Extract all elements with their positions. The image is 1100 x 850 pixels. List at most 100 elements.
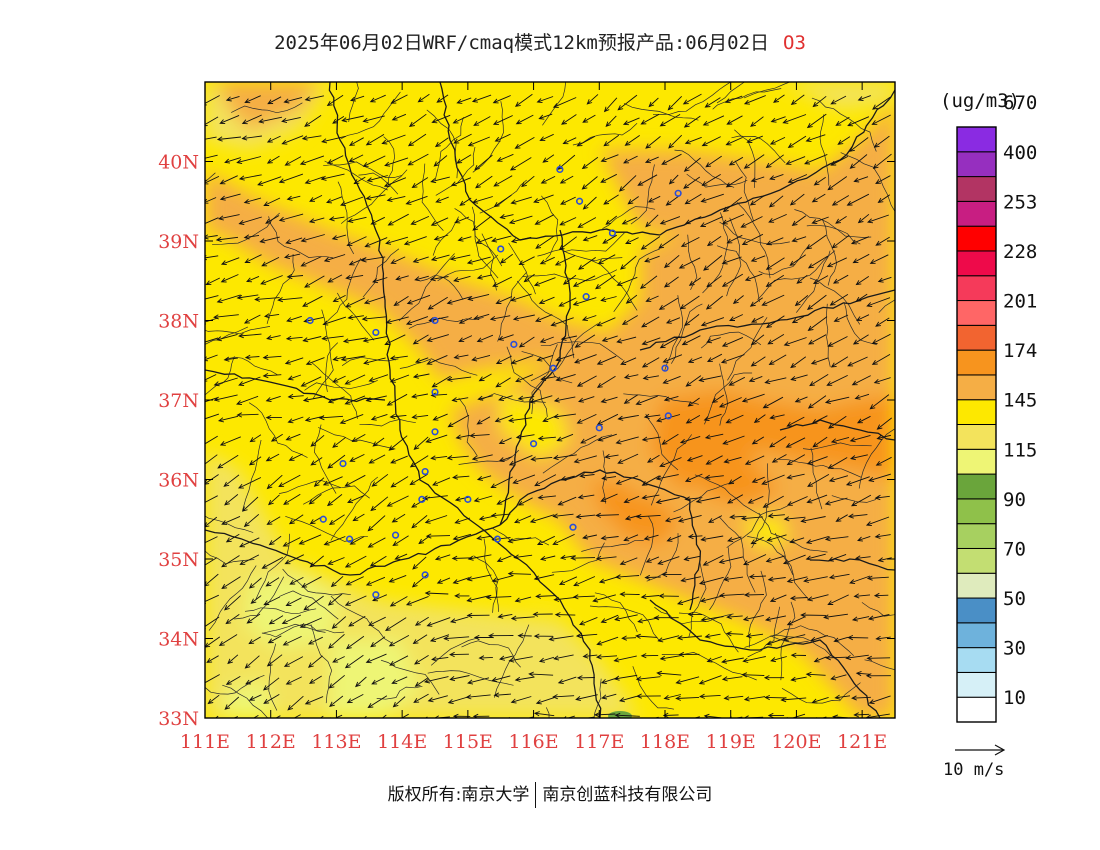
wind-vectors [205,93,892,718]
station-marker [497,245,505,253]
station-marker [582,293,590,301]
colorbar-swatch [956,349,997,376]
colorbar-label: 50 [1003,588,1026,610]
latitude-tick-label: 34N [158,629,199,651]
station-marker [418,495,426,503]
colorbar-label: 201 [1003,291,1037,313]
station-marker [575,197,584,205]
colorbar-label: 70 [1003,539,1026,561]
colorbar-swatch [956,572,997,599]
longitude-tick-label: 112E [246,731,296,753]
footer: 版权所有:南京大学 南京创蓝科技有限公司 [0,780,1100,808]
colorbar-swatch [956,126,997,153]
station-marker [306,316,314,325]
station-marker [556,165,564,174]
longitude-tick-label: 111E [180,731,230,753]
colorbar-swatch [956,399,997,425]
station-marker [510,340,518,348]
station-marker [431,388,439,396]
station-marker [664,412,672,420]
copyright-text: 版权所有:南京大学 [387,785,530,805]
title-text: 2025年06月02日WRF/cmaq模式12km预报产品:06月02日 [274,32,770,54]
longitude-tick-label: 114E [377,731,427,753]
station-marker [661,364,669,372]
longitude-tick-label: 119E [706,731,756,753]
longitude-tick-label: 121E [837,731,887,753]
colorbar-swatch [956,374,997,401]
longitude-tick-label: 115E [443,731,493,753]
colorbar-swatch [956,647,997,673]
station-marker [431,428,439,436]
longitude-tick-label: 113E [311,731,361,753]
colorbar-labels: 10 30 50 70 90 115 145 174 201 228 253 400 670 [1003,92,1037,709]
latitude-tick-label: 40N [158,152,199,174]
colorbar-swatch [956,324,997,351]
colorbar-swatch [956,547,997,574]
longitude-tick-label: 116E [509,731,559,753]
latitude-tick-label: 36N [158,470,199,492]
colorbar [956,126,997,723]
colorbar-label: 228 [1003,241,1037,263]
colorbar-swatch [956,696,997,723]
colorbar-swatch [956,176,997,202]
colorbar-label: 145 [1003,390,1037,412]
colorbar-label: 400 [1003,142,1037,164]
station-marker [431,316,439,325]
species-label: O3 [783,32,806,54]
latitude-tick-label: 37N [158,390,199,412]
colorbar-swatch [956,523,997,549]
colorbar-swatch [956,597,997,624]
colorbar-swatch [956,275,997,302]
colorbar-swatch [956,498,997,525]
station-marker [339,460,347,468]
station-marker [595,424,603,432]
colorbar-label: 174 [1003,340,1037,362]
station-marker [493,535,502,543]
station-marker [569,523,577,531]
longitude-labels: 111E 112E 113E 114E 115E 116E 117E 118E 119E 120E… [180,731,887,753]
colorbar-label: 30 [1003,638,1026,660]
colorbar-swatch [956,671,997,698]
map-title: 2025年06月02日WRF/cmaq模式12km预报产品:06月02日 O3 [0,28,1080,55]
latitude-tick-label: 38N [158,311,199,333]
colorbar-swatch [956,448,997,475]
station-marker [391,531,400,539]
colorbar-swatch [956,225,997,252]
colorbar-swatch [956,622,997,649]
longitude-tick-label: 118E [640,731,690,753]
station-marker [421,467,429,476]
colorbar-label: 10 [1003,687,1026,709]
colorbar-swatch [956,250,997,277]
colorbar-swatch [956,200,997,227]
longitude-tick-label: 117E [574,731,624,753]
wind-reference-arrow [955,744,1006,756]
axis-ticks [204,82,895,719]
station-marker [372,328,380,337]
colorbar-label: 670 [1003,92,1037,114]
station-marker [608,229,617,237]
colorbar-label: 115 [1003,439,1037,461]
station-marker [549,364,557,372]
station-marker [529,440,538,448]
colorbar-swatch [956,473,997,500]
colorbar-unit: (ug/m3) [940,90,1021,112]
colorbar-swatch [956,424,997,450]
footer-separator [535,782,537,808]
station-marker [421,571,429,579]
colorbar-label: 253 [1003,191,1037,213]
latitude-tick-label: 33N [158,708,199,730]
station-marker [319,515,327,523]
wind-scale-label: 10 m/s [943,760,1005,780]
station-marker [345,535,354,543]
latitude-tick-label: 35N [158,549,199,571]
latitude-labels: 33N 34N 35N 36N 37N 38N 39N 40N [158,152,199,731]
colorbar-swatch [956,151,997,178]
company-text: 南京创蓝科技有限公司 [542,785,713,805]
station-marker [464,495,472,503]
station-marker [372,591,380,599]
monitoring-stations [306,165,682,599]
latitude-tick-label: 39N [158,231,199,253]
province-boundaries [205,82,895,718]
station-marker [674,189,682,197]
